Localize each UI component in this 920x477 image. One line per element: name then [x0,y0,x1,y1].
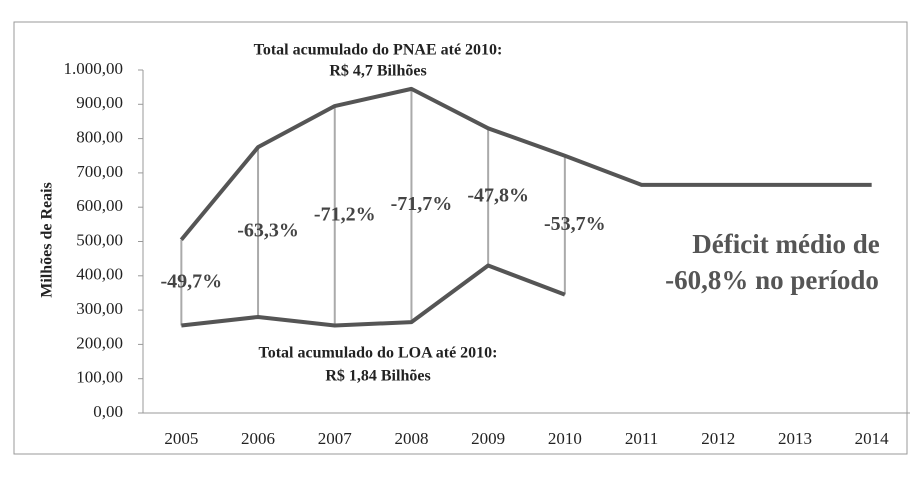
x-tick-label: 2007 [318,429,353,448]
y-tick-label: 100,00 [76,368,123,387]
data-label: -49,7% [161,270,223,292]
y-tick-label: 1.000,00 [64,59,124,78]
y-tick-label: 0,00 [93,402,123,421]
y-tick-label: 300,00 [76,299,123,318]
y-axis-label: Milhões de Reais [39,182,56,298]
x-tick-label: 2006 [241,429,275,448]
data-label: -53,7% [544,213,606,235]
data-label: -71,2% [314,203,376,225]
annotation: Déficit médio de [692,229,879,259]
annotation: -60,8% no período [665,265,879,295]
y-tick-label: 800,00 [76,128,123,147]
annotation: R$ 4,7 Bilhões [329,63,426,80]
x-tick-label: 2010 [548,429,582,448]
line [181,263,566,328]
data-label: -47,8% [467,185,529,207]
frame [13,21,908,455]
annotation: Total acumulado do PNAE até 2010: [254,42,503,59]
y-tick-label: 200,00 [76,333,123,352]
x-tick-label: 2011 [625,429,658,448]
y-tick-label: 700,00 [76,162,123,181]
x-tick-label: 2013 [778,429,812,448]
y-tick-label: 900,00 [76,93,123,112]
x-tick-label: 2014 [855,429,890,448]
y-tick-label: 600,00 [76,196,123,215]
data-label: -63,3% [237,220,299,242]
x-tick-label: 2009 [471,429,505,448]
x-tick-label: 2008 [394,429,428,448]
y-tick-label: 500,00 [76,230,123,249]
x-tick-label: 2005 [164,429,198,448]
data-label: -71,7% [391,193,453,215]
y-tick-label: 400,00 [76,265,123,284]
annotation: R$ 1,84 Bilhões [325,368,430,385]
annotation: Total acumulado do LOA até 2010: [259,345,498,362]
line [179,86,872,242]
x-tick-label: 2012 [701,429,735,448]
